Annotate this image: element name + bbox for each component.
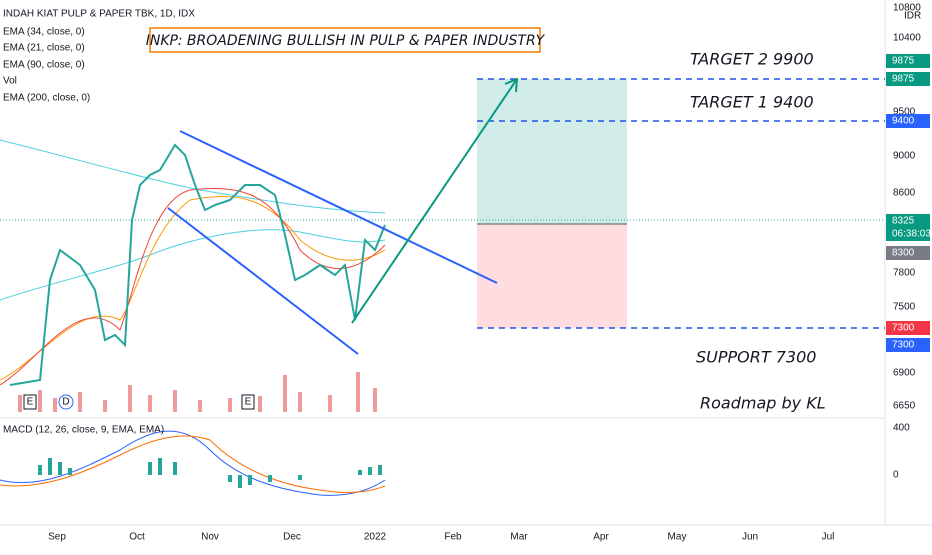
price-tick: 10800 (893, 3, 921, 14)
time-tick: Jul (822, 532, 835, 543)
target1: TARGET 1 9400 (690, 93, 814, 112)
price-badge (886, 227, 930, 241)
arrow-head (504, 77, 519, 93)
price-badge-label: 8325 (892, 216, 915, 227)
credit: Roadmap by KL (700, 394, 826, 413)
price-badge (886, 321, 930, 335)
time-tick: Feb (444, 532, 462, 543)
price-tick: 10400 (893, 33, 921, 44)
price-badge-label: 9400 (892, 116, 915, 127)
event-marker (58, 394, 74, 410)
ema-21 (0, 188, 386, 386)
time-tick: May (668, 532, 687, 543)
price-tick: 9500 (893, 107, 916, 118)
price-tick: 7500 (893, 302, 916, 313)
price-badge-label: 7300 (892, 323, 915, 334)
ema-90 (0, 229, 386, 301)
time-tick: Apr (593, 532, 609, 543)
price-badge (886, 54, 930, 68)
price-badge (886, 246, 930, 260)
price-tick: 6900 (893, 368, 916, 379)
macd-histogram (38, 458, 382, 488)
projection-arrow (351, 78, 518, 324)
macd-label: MACD (12, 26, close, 9, EMA, EMA) (3, 425, 164, 436)
event-marker (241, 394, 255, 410)
macd-tick: 0 (893, 470, 899, 481)
indicator-legend: EMA (200, close, 0) (3, 93, 90, 104)
price-badge (886, 214, 930, 228)
title: INKP: BROADENING BULLISH IN PULP & PAPER… (146, 33, 546, 49)
macd-line (0, 430, 386, 496)
symbol: INDAH KIAT PULP & PAPER TBK, 1D, IDX (3, 9, 195, 20)
target2: TARGET 2 9900 (690, 50, 814, 69)
price-badge-label: 8300 (892, 248, 915, 259)
event-marker-label: E (27, 397, 34, 408)
time-tick: Mar (510, 532, 528, 543)
upper-trendline (179, 130, 498, 284)
price-tick: 8600 (893, 188, 916, 199)
currency: IDR (904, 11, 921, 22)
price-tick: 6650 (893, 401, 916, 412)
indicator-legend: EMA (34, close, 0) (3, 27, 85, 38)
time-tick: Nov (201, 532, 219, 543)
macd-tick: 400 (893, 423, 910, 434)
profit-zone (477, 79, 627, 224)
event-marker-label: E (245, 397, 252, 408)
price-tick: 7800 (893, 268, 916, 279)
lower-trendline (167, 207, 359, 355)
loss-zone (477, 224, 627, 328)
price-tick: 9000 (893, 151, 916, 162)
ema-200 (0, 139, 386, 214)
price-badge (886, 72, 930, 86)
time-tick: Dec (283, 532, 301, 543)
time-tick: Oct (129, 532, 145, 543)
ema-34 (0, 195, 386, 381)
price-badge (886, 114, 930, 128)
indicator-legend: Vol (3, 76, 17, 87)
price-badge (886, 338, 930, 352)
volume-bars (18, 372, 377, 412)
time-tick: 2022 (364, 532, 387, 543)
price-badge-label: 9875 (892, 56, 915, 67)
price-badge-label: 06:38:03 (892, 229, 931, 240)
time-tick: Jun (742, 532, 758, 543)
price-badge-label: 9875 (892, 74, 915, 85)
indicator-legend: EMA (21, close, 0) (3, 43, 85, 54)
price-path (9, 143, 386, 386)
time-tick: Sep (48, 532, 66, 543)
support: SUPPORT 7300 (696, 348, 816, 367)
event-marker-label: D (62, 397, 69, 408)
signal-line (0, 435, 386, 494)
event-marker (23, 394, 37, 410)
price-badge-label: 7300 (892, 340, 915, 351)
title-box (149, 27, 541, 53)
indicator-legend: EMA (90, close, 0) (3, 60, 85, 71)
